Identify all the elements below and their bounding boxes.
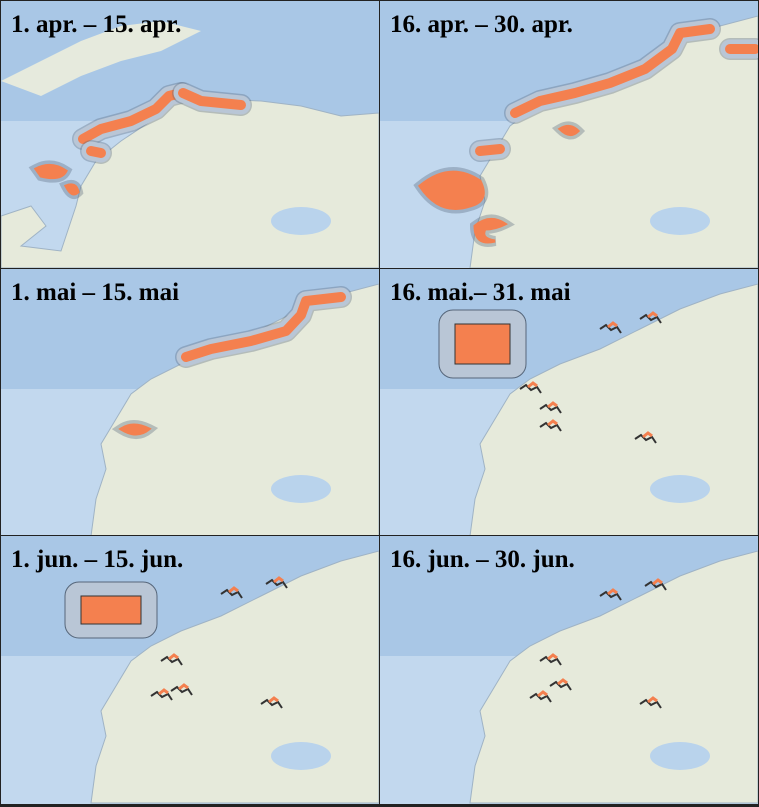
fjord-area: [547, 419, 558, 427]
lake: [650, 475, 710, 503]
fjord-area: [150, 690, 173, 701]
fjord-area: [260, 698, 283, 709]
fjord-area: [178, 683, 189, 691]
lake: [271, 475, 331, 503]
fjord-area: [220, 588, 243, 599]
land: [469, 283, 758, 535]
lake: [650, 742, 710, 770]
fjord-area: [549, 680, 572, 691]
map-panel: 16. mai.– 31. mai: [380, 269, 758, 535]
land: [90, 550, 379, 804]
closed-area: [475, 144, 505, 156]
fjord-area: [539, 655, 562, 666]
land: [1, 21, 201, 96]
closed-area: [178, 88, 246, 110]
fjord-area: [268, 696, 279, 704]
map-panel: 1. mai – 15. mai: [1, 269, 379, 535]
closed-area: [63, 183, 80, 196]
fjord-area: [647, 311, 658, 319]
closed-area: [473, 218, 508, 244]
fjord-area: [647, 696, 658, 704]
fjord-area: [519, 383, 542, 394]
fjord-area: [529, 692, 552, 703]
map: [1, 283, 379, 535]
fjord-area: [265, 578, 288, 589]
closed-area: [510, 24, 715, 118]
fjord-area: [652, 578, 663, 586]
closed-area: [33, 164, 68, 180]
map: [380, 15, 758, 268]
fjord-area: [158, 688, 169, 696]
period-label: 1. mai – 15. mai: [11, 279, 180, 306]
closed-area: [86, 146, 106, 158]
closed-area: [80, 595, 142, 625]
lake: [271, 207, 331, 235]
fjord-area: [639, 313, 662, 324]
fjord-area: [168, 653, 179, 661]
fjord-area: [557, 678, 568, 686]
fjord-area: [607, 321, 618, 329]
fjord-area: [547, 653, 558, 661]
fjord-area: [537, 690, 548, 698]
fjord-area: [607, 588, 618, 596]
map: [380, 283, 758, 535]
fjord-area: [160, 655, 183, 666]
fjord-area: [527, 381, 538, 389]
map-panel: 16. jun. – 30. jun.: [380, 536, 758, 804]
fjord-area: [644, 580, 667, 591]
period-label: 16. apr. – 30. apr.: [390, 11, 573, 38]
closed-area: [78, 88, 186, 144]
fjord-area: [634, 433, 657, 444]
map-panel: 1. apr. – 15. apr.: [1, 1, 379, 268]
land: [469, 15, 758, 268]
closed-area: [118, 423, 152, 436]
fjord-area: [639, 698, 662, 709]
fjord-area: [599, 323, 622, 334]
fjord-area: [599, 590, 622, 601]
fjord-area: [547, 401, 558, 409]
closed-area: [418, 170, 485, 210]
fjord-area: [228, 586, 239, 594]
fjord-area: [170, 685, 193, 696]
closed-area: [557, 124, 581, 136]
fjord-area: [642, 431, 653, 439]
period-label: 16. jun. – 30. jun.: [390, 546, 575, 573]
map: [1, 21, 379, 268]
period-label: 1. jun. – 15. jun.: [11, 546, 184, 573]
map: [1, 550, 379, 804]
lake: [650, 207, 710, 235]
closed-area: [454, 323, 511, 365]
fjord-area: [539, 403, 562, 414]
land: [90, 283, 379, 535]
closed-area: [181, 292, 346, 362]
land: [469, 550, 758, 804]
map: [380, 550, 758, 804]
map-panel: 1. jun. – 15. jun.: [1, 536, 379, 804]
map-panel: 16. apr. – 30. apr.: [380, 1, 758, 268]
period-label: 1. apr. – 15. apr.: [11, 11, 182, 38]
fjord-area: [273, 576, 284, 584]
lake: [271, 742, 331, 770]
fjord-area: [539, 421, 562, 432]
period-label: 16. mai.– 31. mai: [390, 279, 571, 306]
